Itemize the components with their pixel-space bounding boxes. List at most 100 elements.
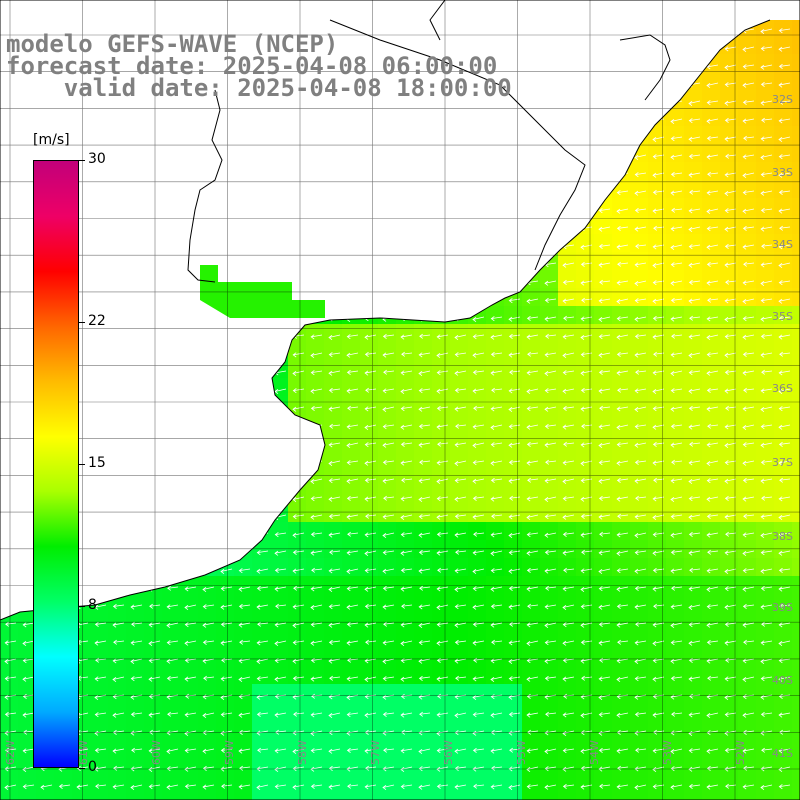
wind-cell: [198, 234, 216, 252]
wind-arrow: [634, 514, 647, 520]
wind-arrow: [742, 460, 755, 466]
wind-cell: [108, 774, 126, 792]
wind-arrow: [616, 190, 629, 196]
wind-arrow: [526, 424, 539, 430]
wind-arrow: [256, 640, 269, 646]
wind-cell: [324, 180, 342, 198]
title-forecast-date: forecast date: 2025-04-08 06:00:00: [6, 52, 498, 80]
wind-cell: [126, 288, 144, 306]
lon-label: 52W: [734, 740, 747, 765]
wind-arrow: [508, 316, 521, 322]
wind-cell: [702, 90, 720, 108]
wind-cell: [702, 0, 720, 18]
wind-arrow: [310, 226, 323, 233]
wind-cell: [630, 522, 648, 540]
wind-arrow: [184, 424, 197, 430]
wind-arrow: [634, 64, 647, 70]
wind-cell: [252, 468, 270, 486]
wind-cell: [576, 288, 594, 306]
wind-cell: [594, 108, 612, 126]
wind-cell: [126, 684, 144, 702]
wind-cell: [414, 576, 432, 594]
wind-cell: [576, 432, 594, 450]
wind-arrow: [292, 244, 305, 251]
wind-arrow: [760, 478, 773, 484]
wind-arrow: [328, 658, 341, 664]
wind-cell: [576, 72, 594, 90]
wind-cell: [360, 486, 378, 504]
wind-cell: [108, 198, 126, 216]
wind-arrow: [310, 712, 323, 718]
wind-arrow: [310, 586, 323, 592]
wind-cell: [342, 486, 360, 504]
wind-arrow: [670, 514, 683, 520]
wind-arrow: [508, 640, 521, 646]
wind-cell: [486, 396, 504, 414]
wind-arrow: [202, 387, 215, 393]
wind-arrow: [238, 712, 251, 718]
wind-arrow: [526, 712, 539, 718]
wind-arrow: [760, 784, 773, 791]
wind-cell: [378, 198, 396, 216]
wind-arrow: [257, 11, 268, 15]
wind-arrow: [401, 225, 413, 231]
wind-arrow: [436, 783, 449, 789]
wind-arrow: [455, 423, 467, 429]
wind-arrow: [383, 747, 395, 753]
wind-cell: [594, 20, 612, 36]
wind-cell: [162, 0, 180, 18]
wind-arrow: [239, 261, 251, 267]
wind-arrow: [292, 622, 305, 629]
wind-arrow: [670, 45, 683, 51]
wind-cell: [324, 450, 342, 468]
wind-cell: [252, 342, 270, 360]
wind-cell: [144, 126, 162, 144]
wind-cell: [342, 468, 360, 486]
wind-arrow: [292, 658, 305, 664]
wind-arrow: [400, 388, 413, 395]
wind-cell: [432, 774, 450, 792]
wind-arrow: [526, 154, 539, 160]
wind-arrow: [202, 604, 215, 610]
wind-arrow: [472, 226, 485, 232]
wind-arrow: [310, 136, 323, 142]
wind-arrow: [292, 171, 305, 177]
wind-cell: [468, 648, 486, 666]
wind-cell: [738, 504, 756, 522]
wind-arrow: [508, 136, 521, 142]
wind-arrow: [724, 424, 737, 430]
wind-cell: [684, 792, 702, 800]
wind-cell: [630, 702, 648, 720]
wind-arrow: [634, 226, 647, 232]
wind-arrow: [400, 370, 413, 376]
wind-cell: [792, 486, 800, 504]
wind-arrow: [688, 279, 701, 285]
wind-cell: [252, 162, 270, 180]
wind-cell: [486, 558, 504, 576]
wind-arrow: [364, 532, 377, 538]
wind-arrow: [544, 154, 557, 160]
wind-cell: [720, 360, 738, 378]
wind-arrow: [562, 640, 575, 646]
wind-arrow: [114, 10, 124, 14]
wind-arrow: [562, 82, 575, 88]
wind-cell: [648, 612, 666, 630]
wind-arrow: [184, 531, 197, 537]
wind-cell: [216, 108, 234, 126]
wind-cell: [108, 342, 126, 360]
title-valid-date: valid date: 2025-04-08 18:00:00: [6, 74, 512, 102]
wind-cell: [702, 324, 720, 342]
wind-cell: [684, 0, 702, 18]
wind-cell: [576, 648, 594, 666]
wind-cell: [540, 90, 558, 108]
wind-arrow: [130, 352, 143, 358]
wind-cell: [342, 450, 360, 468]
wind-arrow: [329, 675, 341, 681]
wind-arrow: [167, 333, 179, 339]
wind-cell: [468, 108, 486, 126]
wind-arrow: [634, 585, 647, 591]
wind-arrow: [670, 532, 683, 538]
wind-cell: [234, 468, 252, 486]
wind-cell: [144, 648, 162, 666]
wind-cell: [360, 594, 378, 612]
